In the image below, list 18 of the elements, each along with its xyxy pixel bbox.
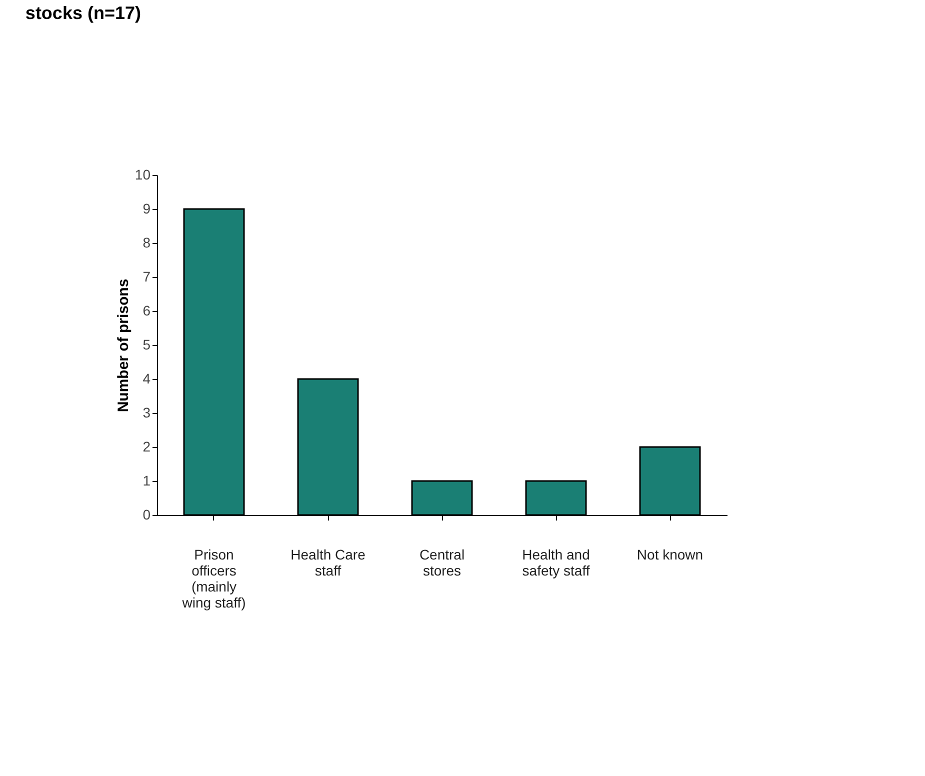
y-tick-label: 4: [142, 370, 151, 386]
y-tick-label: 0: [142, 506, 151, 522]
y-tick-label: 1: [142, 472, 151, 488]
y-axis-title: Number of prisons: [114, 278, 132, 412]
x-tick-label: Prison officers (mainly wing staff): [181, 546, 246, 610]
x-tick-label: Health and safety staff: [522, 546, 590, 578]
y-tick-label: 10: [134, 166, 151, 182]
y-tick-label: 9: [142, 200, 151, 216]
y-tick-label: 2: [142, 438, 151, 454]
y-tick-label: 8: [142, 234, 151, 250]
y-tick-label: 5: [142, 336, 151, 352]
y-tick-label: 6: [142, 302, 151, 318]
x-tick-label: Not known: [636, 546, 704, 562]
chart-title: stocks (n=17): [25, 3, 141, 23]
x-tick-label: Health Care staff: [290, 546, 366, 578]
x-tick-label: Central stores: [419, 546, 465, 578]
y-tick-label: 7: [142, 268, 151, 284]
y-tick-label: 3: [142, 404, 151, 420]
